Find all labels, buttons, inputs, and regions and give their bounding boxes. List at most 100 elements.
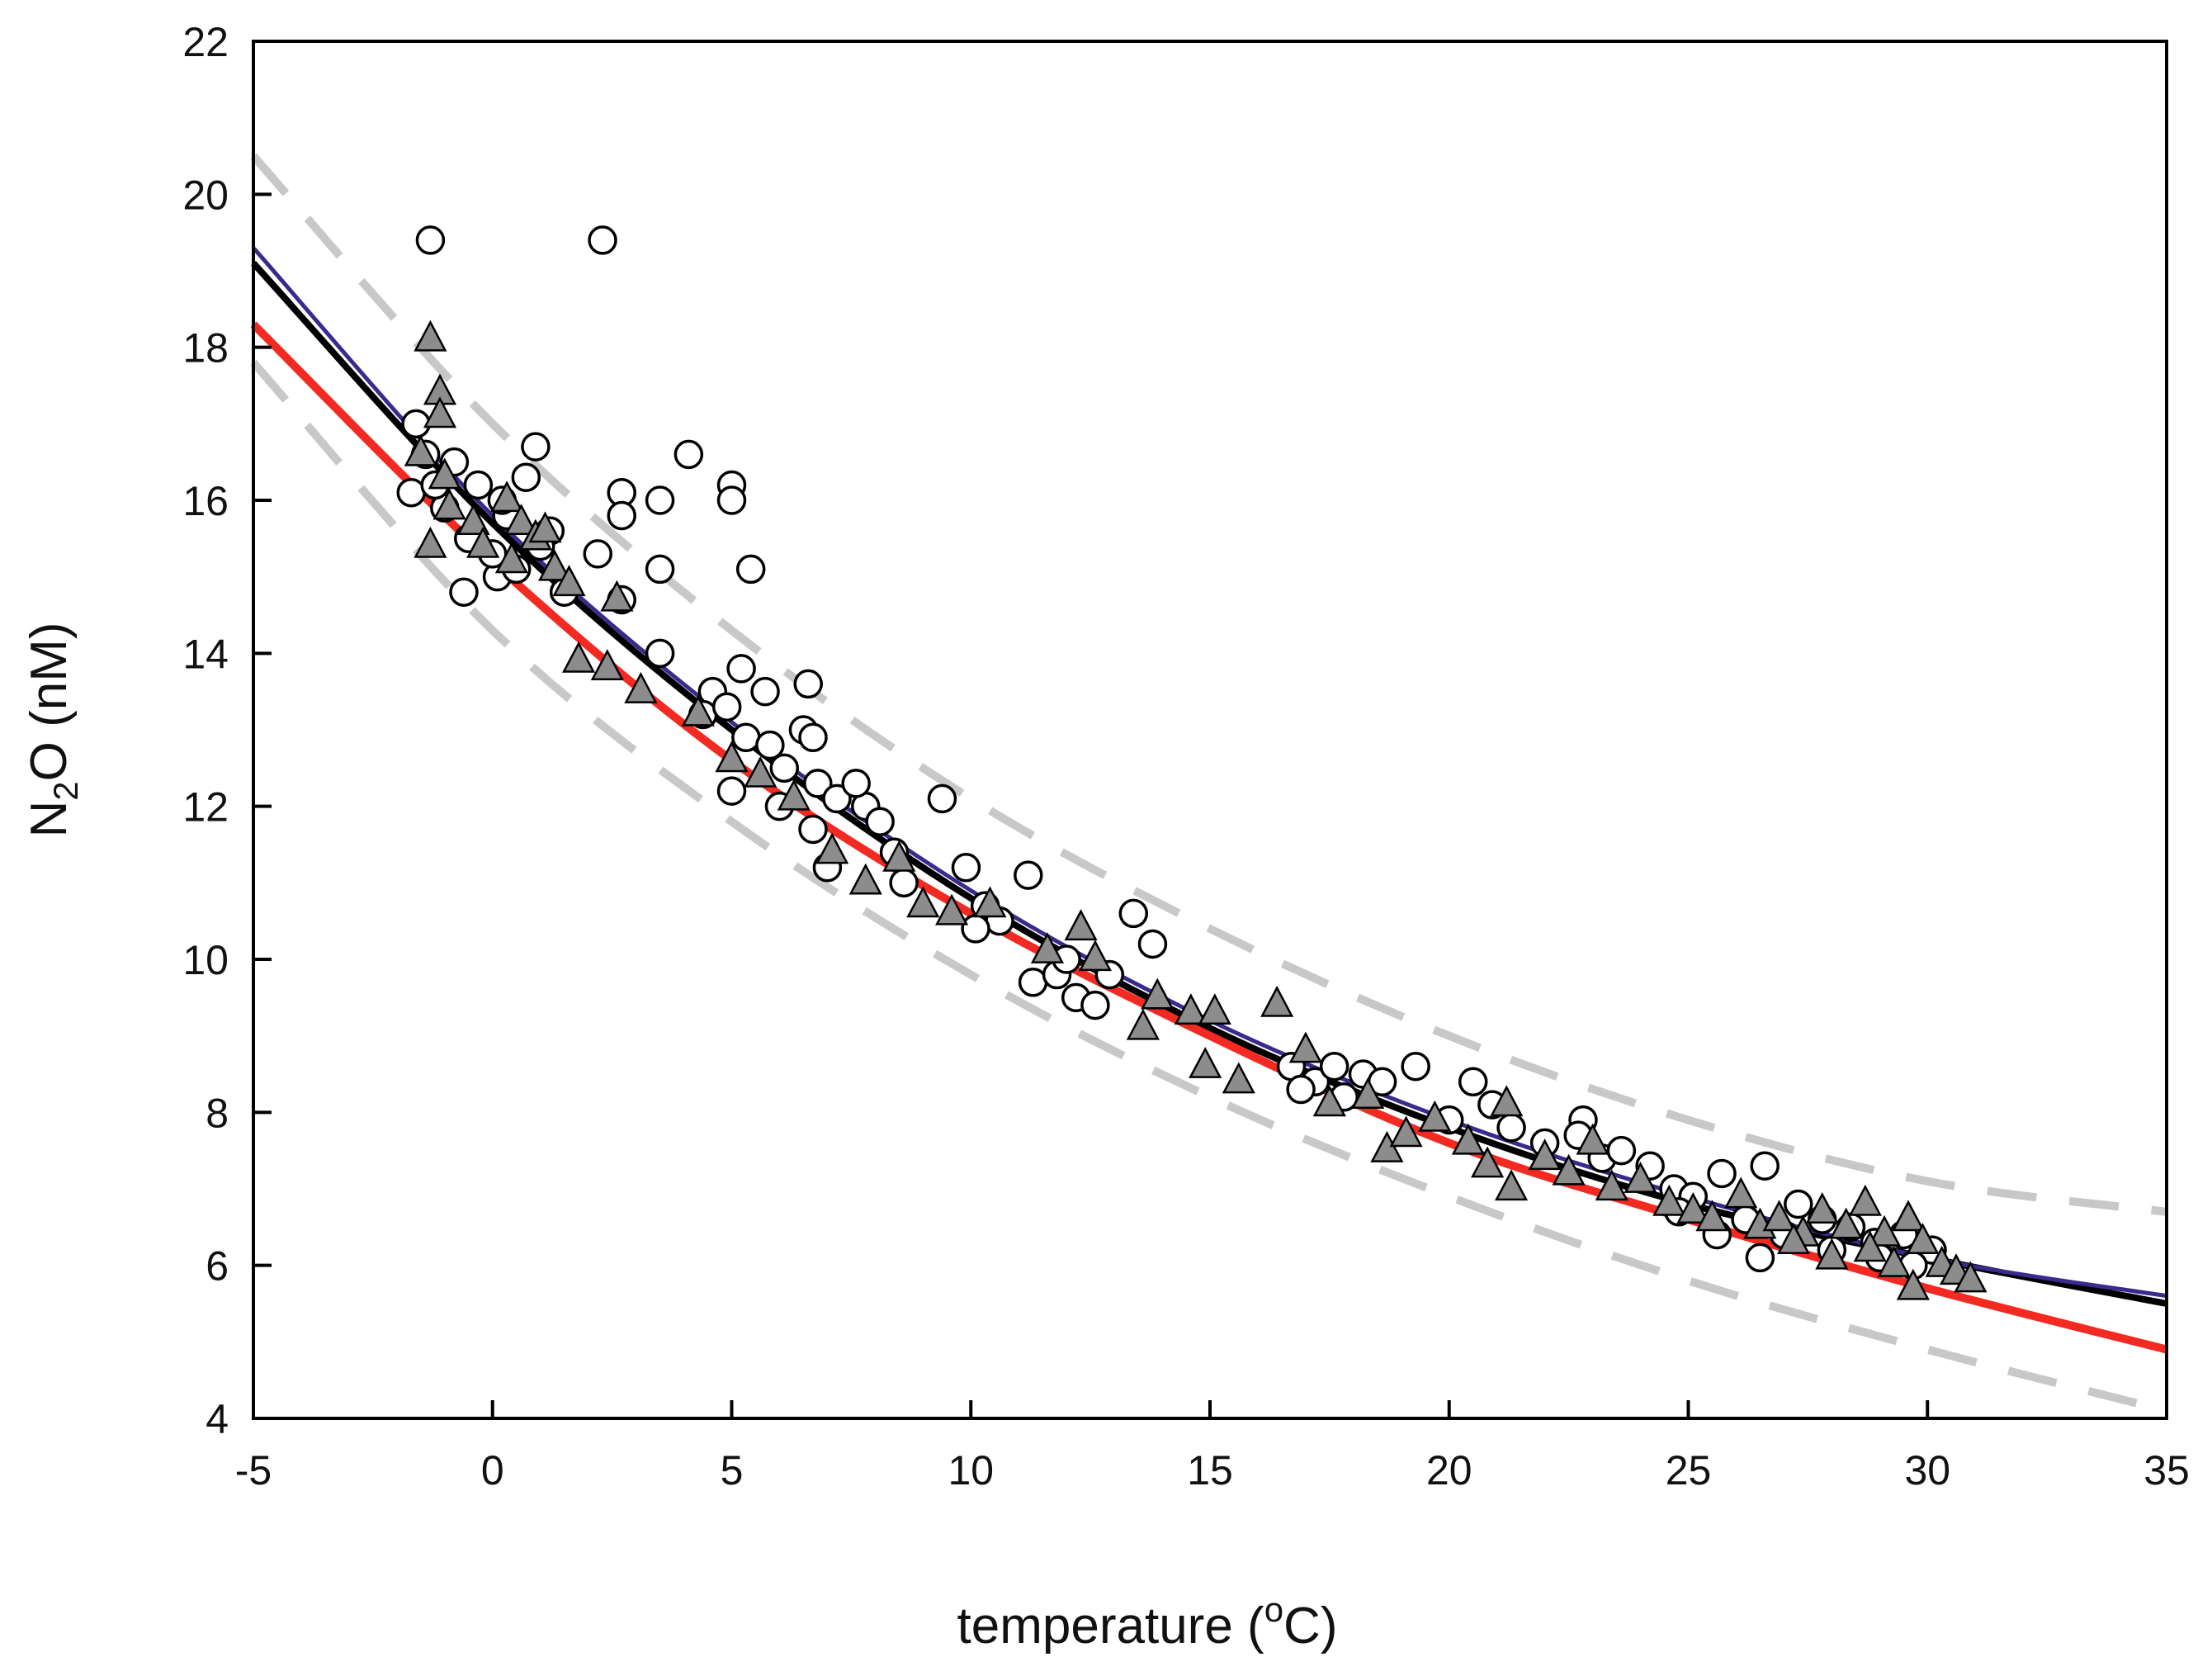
- y-axis-title: N2O (nM): [21, 622, 85, 837]
- y-tick-label: 20: [182, 172, 229, 218]
- triangle-point: [466, 526, 500, 558]
- triangle-point: [1652, 1184, 1686, 1216]
- open-circle-point: [798, 722, 828, 753]
- open-circle-point: [645, 554, 675, 585]
- triangle-point: [590, 649, 624, 681]
- x-tick-label: 30: [1904, 1447, 1950, 1493]
- triangle-point: [552, 565, 586, 597]
- open-circle-point: [511, 462, 541, 492]
- triangle-point: [681, 694, 716, 727]
- fit-curves: [250, 153, 2168, 1415]
- triangle-point: [1495, 1169, 1529, 1201]
- open-circle-point: [961, 914, 990, 944]
- triangle-point: [1351, 1077, 1385, 1109]
- y-tick-label: 16: [182, 478, 229, 524]
- triangle-point: [1078, 940, 1112, 972]
- open-circle-point: [793, 669, 823, 699]
- open-circle-point: [1458, 1067, 1488, 1097]
- triangle-point: [973, 886, 1007, 918]
- triangle-point: [1451, 1123, 1486, 1155]
- open-circle-point: [798, 814, 828, 845]
- triangle-point: [1954, 1261, 1987, 1293]
- triangle-point: [1189, 1046, 1222, 1078]
- open-circle-point: [396, 477, 426, 508]
- open-circle-point: [889, 868, 919, 898]
- triangle-point: [1624, 1161, 1657, 1193]
- open-circle-point: [645, 485, 675, 515]
- triangle-point: [428, 457, 461, 490]
- y-tick-label: 14: [182, 631, 229, 677]
- open-circle-point: [607, 500, 636, 531]
- triangle-point: [715, 741, 749, 773]
- triangle-point: [1126, 1008, 1160, 1040]
- triangle-point: [1868, 1214, 1902, 1247]
- triangle-point: [1595, 1169, 1628, 1201]
- triangle-point: [1471, 1146, 1505, 1178]
- open-circle-point: [803, 769, 833, 798]
- triangle-point: [1260, 985, 1294, 1017]
- open-circle-point: [716, 776, 747, 806]
- triangle-point: [414, 526, 447, 558]
- open-circle-point: [735, 554, 766, 585]
- open-circle-point: [1319, 1051, 1349, 1082]
- open-circle-point: [401, 409, 431, 439]
- open-circle-point: [755, 730, 785, 760]
- triangle-point: [490, 480, 524, 513]
- triangle-point: [1848, 1184, 1882, 1216]
- x-tick-label: -5: [235, 1447, 272, 1493]
- open-circle-point: [927, 783, 957, 814]
- triangle-point: [1064, 909, 1098, 941]
- y-tick-label: 12: [182, 784, 229, 831]
- open-circle-point: [716, 485, 747, 515]
- open-circle-point: [1018, 968, 1048, 997]
- open-circle-point: [841, 769, 871, 798]
- open-circle-point: [750, 676, 780, 707]
- triangle-point: [1877, 1245, 1911, 1277]
- triangle-point: [906, 886, 940, 918]
- triangle-point: [600, 580, 634, 612]
- x-tick-label: 5: [721, 1447, 744, 1493]
- open-circle-point: [1080, 990, 1110, 1020]
- triangle-point: [1389, 1115, 1423, 1148]
- triangle-point: [1695, 1200, 1729, 1232]
- triangle-point: [1815, 1238, 1849, 1270]
- triangle-point: [1030, 931, 1065, 963]
- dashed-bound-curve: [250, 153, 2167, 1216]
- triangle-point: [1418, 1100, 1452, 1132]
- triangle-point: [1370, 1130, 1404, 1162]
- triangle-point: [1312, 1085, 1346, 1117]
- y-tick-label: 10: [182, 937, 229, 983]
- triangle-point: [528, 511, 562, 543]
- triangle-point: [815, 832, 849, 864]
- x-axis-title: temperature (oC): [957, 1590, 1338, 1654]
- x-tick-label: 15: [1187, 1447, 1233, 1493]
- open-circle-point: [588, 225, 617, 255]
- triangle-point: [538, 549, 572, 581]
- open-circle-point: [1606, 1135, 1637, 1166]
- y-axis-ticks: 4 6 8 10 12 14 16 18 20 22: [182, 19, 272, 1442]
- open-circle-point: [1707, 1158, 1737, 1189]
- open-circle-point: [769, 753, 799, 783]
- triangle-point: [848, 863, 882, 895]
- open-circle-point: [1784, 1189, 1813, 1219]
- dashed-bound-curve: [250, 359, 2168, 1415]
- open-circle-point: [449, 577, 479, 607]
- x-tick-label: 20: [1426, 1447, 1472, 1493]
- triangle-point: [414, 320, 447, 352]
- open-circle-point: [865, 807, 895, 836]
- data-points: [396, 225, 1987, 1300]
- x-tick-label: 25: [1666, 1447, 1712, 1493]
- triangle-point: [1528, 1138, 1562, 1171]
- triangle-point: [1762, 1200, 1796, 1232]
- triangle-point: [744, 755, 778, 788]
- x-tick-label: 0: [481, 1447, 504, 1493]
- triangle-point: [1576, 1123, 1609, 1155]
- open-circle-point: [1286, 1074, 1316, 1105]
- open-circle-point: [1496, 1113, 1526, 1143]
- triangle-point: [882, 840, 916, 872]
- triangle-point: [1222, 1062, 1255, 1094]
- open-circle-point: [463, 470, 494, 500]
- open-circle-point: [1118, 898, 1149, 929]
- triangle-point: [561, 641, 596, 673]
